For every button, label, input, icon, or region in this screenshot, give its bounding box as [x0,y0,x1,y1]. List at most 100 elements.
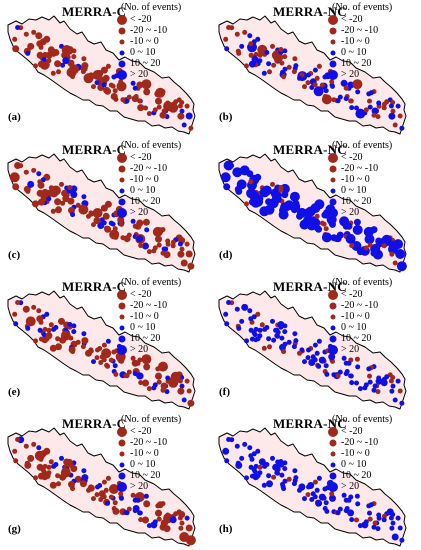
station-marker [352,224,363,235]
station-marker [323,226,329,232]
legend-label: 10 ~ 20 [341,58,372,69]
legend-item: -10 ~ 0 [115,174,207,185]
legend-marker [328,344,338,355]
station-marker [160,382,168,390]
station-marker [371,387,377,393]
station-marker [381,517,387,523]
station-marker [372,520,378,526]
legend-label: -20 ~ -10 [130,25,168,36]
station-marker [312,342,318,348]
legend-label: -10 ~ 0 [341,36,370,47]
station-marker [177,387,185,395]
station-marker [224,458,230,464]
legend-item: 0 ~ 10 [115,47,207,58]
station-marker [286,64,292,70]
station-marker [184,241,190,247]
station-marker [329,79,335,85]
legend-label: -10 ~ 0 [341,174,370,185]
station-marker [236,325,242,331]
station-marker [306,347,311,353]
station-marker [70,486,76,492]
station-marker [239,318,245,324]
station-marker [271,337,277,343]
legend-label: -20 ~ -10 [341,25,379,36]
station-marker [255,36,261,42]
legend-item: -10 ~ 0 [326,448,418,459]
legend-item: -20 ~ -10 [326,163,418,174]
station-marker [242,29,248,35]
station-marker [266,336,272,342]
station-marker [252,332,258,338]
station-marker [168,102,179,113]
station-marker [363,519,369,525]
station-marker [33,63,38,69]
station-marker [367,516,373,522]
station-marker [37,198,45,206]
station-marker [15,437,21,442]
station-marker [95,347,100,353]
station-marker [366,503,372,509]
station-marker [81,331,87,337]
station-marker [94,80,100,86]
station-marker [177,515,183,521]
station-marker [352,79,363,90]
station-marker [314,487,320,493]
station-marker [177,112,185,120]
station-marker [380,379,388,387]
station-marker [124,373,130,379]
station-marker [137,98,143,104]
station-marker [62,195,70,203]
station-marker [264,325,270,330]
station-marker [376,375,382,381]
station-marker [315,225,323,233]
station-marker [152,226,163,237]
legend-marker [329,198,337,205]
station-marker [244,475,249,481]
station-marker [354,356,360,362]
nepal-map [7,153,196,273]
station-marker [303,208,314,218]
station-marker [343,497,349,503]
legend-marker [330,462,336,467]
station-marker [92,70,103,80]
station-marker [100,204,108,212]
legend-marker [328,289,338,300]
station-marker [24,461,32,469]
legend-item: > 20 [115,481,207,492]
station-marker [50,185,61,196]
station-marker [143,105,148,111]
station-marker [348,373,354,379]
station-marker [248,52,254,58]
station-marker [363,382,369,388]
station-marker [367,104,373,110]
station-marker [281,349,287,355]
legend-item: < -20 [326,152,418,163]
legend-marker [118,60,126,67]
station-marker [184,378,190,384]
station-marker [81,474,89,482]
station-marker [335,98,341,104]
station-marker [58,317,65,325]
station-marker [160,250,166,256]
station-marker [335,373,341,379]
station-marker [249,473,255,479]
station-marker [152,519,158,525]
station-marker [390,520,396,526]
station-marker [343,85,349,91]
station-marker [159,523,167,531]
station-marker [257,464,263,470]
station-marker [314,75,320,81]
legend-item: 0 ~ 10 [326,322,418,333]
station-marker [101,494,107,500]
station-marker [337,369,343,375]
station-marker [46,196,52,202]
station-marker [92,208,103,218]
station-marker [247,308,253,314]
station-marker [318,356,326,364]
station-marker [165,100,171,106]
station-marker [164,389,170,395]
legend-item: > 20 [115,207,207,218]
station-marker [335,510,341,516]
station-marker [108,357,114,363]
legend-label: -10 ~ 0 [130,448,159,459]
